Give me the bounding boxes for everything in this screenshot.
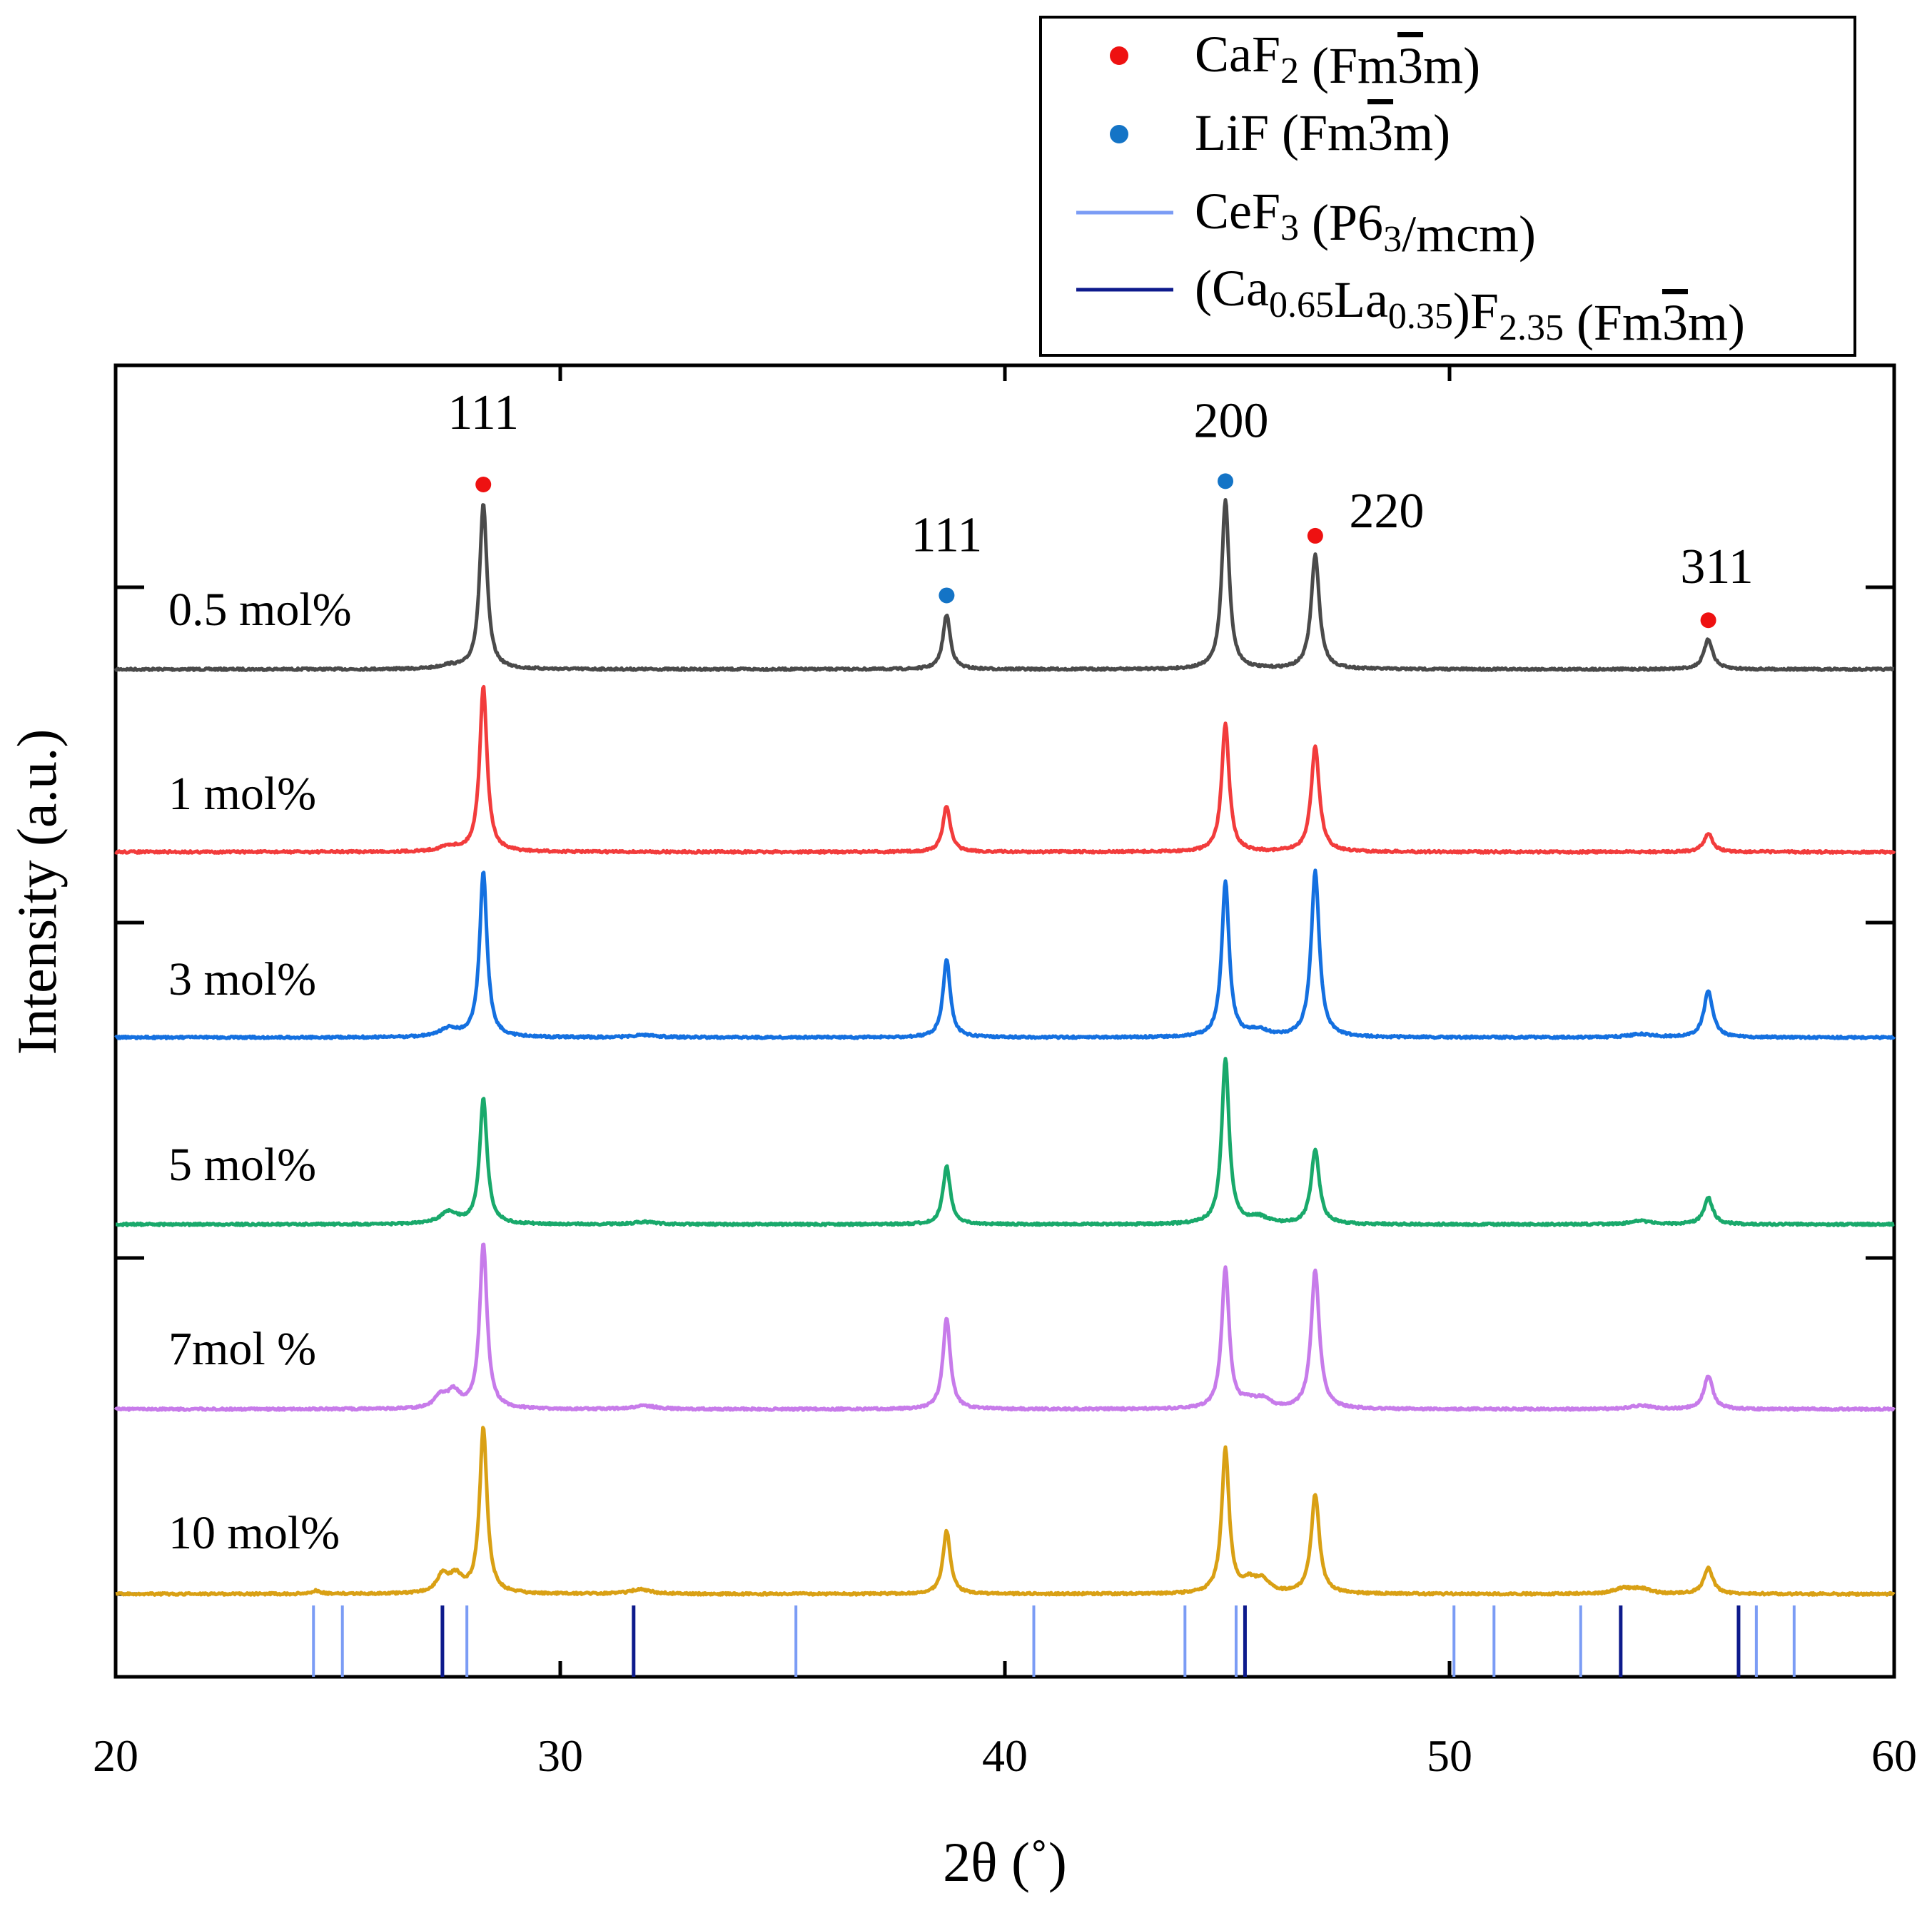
series-layer: 0.5 mol% 1 mol% 3 mol% 5 mol% 7mol % 10 mol% xyxy=(113,498,1896,1597)
legend-marker xyxy=(1110,46,1128,65)
series-label: 5 mol% xyxy=(168,1139,316,1191)
reference-pattern-layer xyxy=(312,1605,1796,1677)
phase-marker xyxy=(1700,612,1716,629)
phase-marker xyxy=(1218,473,1234,489)
series-line xyxy=(114,868,1896,1040)
series-label: 10 mol% xyxy=(168,1507,340,1559)
series-line xyxy=(114,684,1896,855)
peak-label: 111 xyxy=(911,507,982,562)
series-line xyxy=(114,1057,1896,1227)
axes-layer: 20 30 40 50 60 xyxy=(93,363,1917,1781)
plot-frame xyxy=(113,363,1896,1679)
annotation-layer: 111 111 200 220 311 xyxy=(447,385,1754,629)
x-tick-label: 40 xyxy=(982,1730,1028,1781)
legend-label: CaF2 (Fm3m) xyxy=(1195,26,1480,94)
series-label: 1 mol% xyxy=(168,768,316,820)
phase-marker xyxy=(475,477,492,492)
peak-label: 220 xyxy=(1349,484,1424,539)
series-label: 3 mol% xyxy=(168,953,316,1005)
peak-label: 200 xyxy=(1194,393,1269,448)
x-tick-label: 30 xyxy=(537,1730,583,1781)
legend-marker xyxy=(1110,125,1128,143)
y-axis-title: Intensity (a.u.) xyxy=(6,729,68,1055)
series-label: 7mol % xyxy=(168,1323,316,1375)
legend-box xyxy=(1039,16,1856,357)
legend-label: LiF (Fm3m) xyxy=(1195,104,1450,161)
series-line xyxy=(113,498,1896,672)
x-axis-title: 2θ (˚) xyxy=(943,1831,1067,1893)
series-line xyxy=(114,1426,1896,1597)
peak-label: 111 xyxy=(447,385,519,440)
legend-label: CeF3 (P63/mcm) xyxy=(1195,183,1536,263)
legend-label: (Ca0.65La0.35)F2.35 (Fm3m) xyxy=(1195,260,1745,351)
x-tick-label: 50 xyxy=(1427,1730,1472,1781)
peak-label: 311 xyxy=(1680,539,1753,594)
series-label: 0.5 mol% xyxy=(168,584,352,636)
legend: CaF2 (Fm3m) LiF (Fm3m) CeF3 (P63/mcm)(Ca0.… xyxy=(1039,16,1856,357)
x-tick-label: 20 xyxy=(93,1730,138,1781)
phase-marker xyxy=(1307,527,1323,544)
phase-marker xyxy=(939,587,955,604)
x-tick-label: 60 xyxy=(1871,1730,1917,1781)
series-line xyxy=(113,1242,1896,1412)
